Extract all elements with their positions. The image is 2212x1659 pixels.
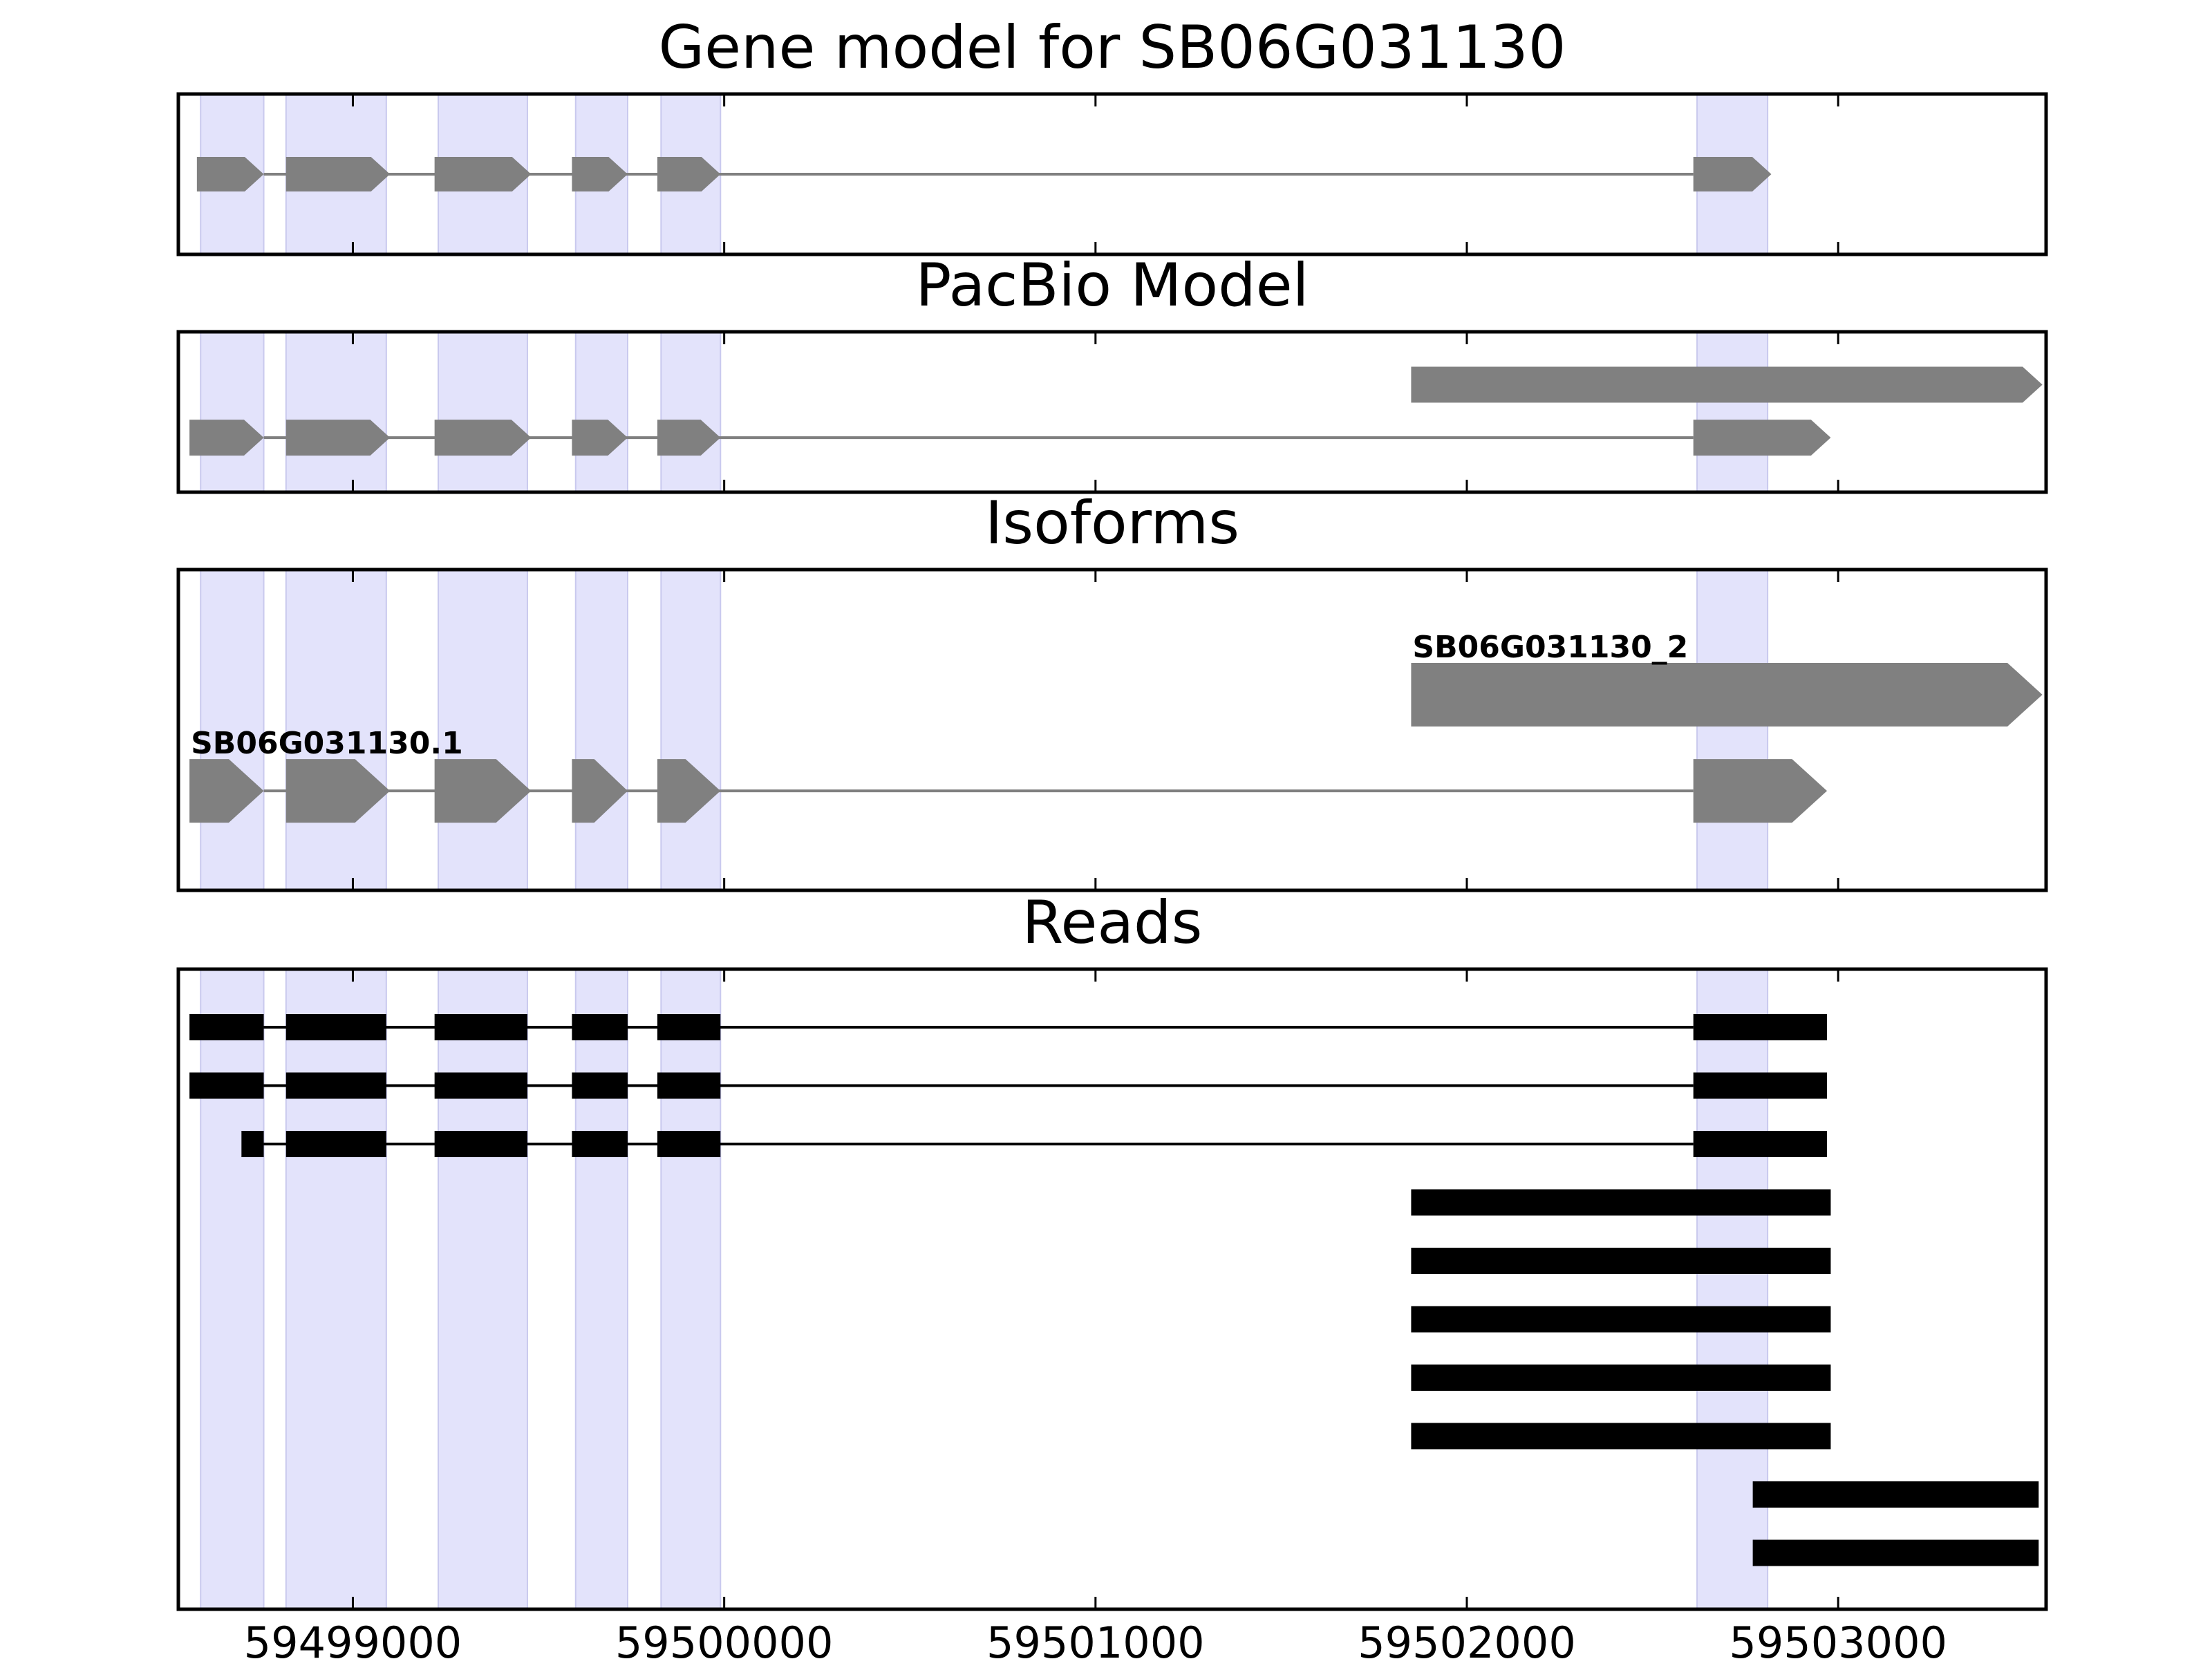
exon-highlight-band (438, 331, 528, 493)
panel-title: PacBio Model (915, 251, 1309, 320)
read-block (434, 1072, 527, 1099)
read-block (241, 1131, 264, 1157)
exon-arrow (434, 420, 532, 456)
exon-arrow (285, 759, 391, 823)
panel-2: Isoforms SB06G031130_2 SB06G031130.1 (176, 489, 2048, 892)
exon-arrow (1693, 759, 1828, 823)
read (1411, 1248, 1831, 1274)
exon-highlight-band (438, 569, 528, 891)
panel-title: Gene model for SB06G031130 (659, 13, 1566, 82)
read-block (572, 1131, 628, 1157)
exon-arrow (1411, 366, 2043, 403)
read-block (657, 1131, 721, 1157)
transcript (189, 420, 1831, 456)
exon-highlight-band (574, 331, 628, 493)
read (1752, 1539, 2039, 1566)
read (1411, 1365, 1831, 1391)
exon-highlight-band (574, 569, 628, 891)
exon-highlight-band (200, 968, 265, 1610)
axes-frame (176, 92, 2048, 256)
exon-arrow (572, 420, 628, 456)
read (1411, 1306, 1831, 1333)
read-block (285, 1014, 386, 1040)
transcript (1411, 366, 2043, 403)
read-block (434, 1131, 527, 1157)
x-tick-label: 59503000 (1729, 1618, 1947, 1659)
exon-highlight-band (200, 569, 265, 891)
exon-highlight-band (285, 968, 387, 1610)
read-block (1693, 1014, 1828, 1040)
exon-arrow (434, 759, 532, 823)
read-block (1693, 1131, 1828, 1157)
read-block (1752, 1539, 2039, 1566)
exon-highlight-band (660, 331, 722, 493)
exon-arrow (1693, 157, 1772, 191)
exon-arrow (572, 157, 628, 191)
read-block (1693, 1072, 1828, 1099)
axes-frame (176, 330, 2048, 494)
isoform-label: SB06G031130_2 (1412, 630, 1688, 665)
read (189, 1072, 1828, 1099)
read-block (189, 1014, 264, 1040)
exon-arrow (657, 759, 721, 823)
read (1411, 1189, 1831, 1216)
panel-title: Reads (1022, 888, 1203, 957)
x-tick-label: 59501000 (986, 1618, 1205, 1659)
exon-arrow (657, 420, 721, 456)
exon-arrow (1411, 662, 2043, 727)
exon-arrow (657, 157, 721, 191)
transcript (196, 157, 1772, 191)
read-block (572, 1072, 628, 1099)
panel-title: Isoforms (985, 489, 1239, 558)
exon-highlight-band (200, 331, 265, 493)
read-block (1411, 1306, 1831, 1333)
x-tick-label: 59500000 (615, 1618, 834, 1659)
read-block (1411, 1189, 1831, 1216)
read-block (657, 1014, 721, 1040)
read (189, 1014, 1828, 1040)
exon-highlight-band (660, 968, 722, 1610)
exon-highlight-band (1696, 569, 1769, 891)
isoform-label: SB06G031130.1 (191, 726, 463, 761)
read-block (434, 1014, 527, 1040)
exon-arrow (189, 759, 264, 823)
read-block (1411, 1248, 1831, 1274)
exon-highlight-band (1696, 331, 1769, 493)
exon-arrow (189, 420, 264, 456)
read-block (285, 1131, 386, 1157)
read (1752, 1481, 2039, 1508)
x-tick-label: 59502000 (1358, 1618, 1576, 1659)
exon-highlight-band (660, 569, 722, 891)
exon-highlight-band (1696, 968, 1769, 1610)
read (241, 1131, 1828, 1157)
panel-0: Gene model for SB06G031130 (176, 13, 2048, 256)
axes-frame (176, 967, 2048, 1611)
read-block (657, 1072, 721, 1099)
exon-arrow (285, 157, 391, 191)
read-block (572, 1014, 628, 1040)
transcript: SB06G031130_2 (1411, 630, 2043, 727)
exon-arrow (572, 759, 628, 823)
exon-arrow (285, 420, 391, 456)
exon-highlight-band (574, 968, 628, 1610)
axes-frame (176, 568, 2048, 892)
exon-highlight-band (285, 569, 387, 891)
read-block (1411, 1365, 1831, 1391)
transcript: SB06G031130.1 (189, 726, 1828, 823)
panel-1: PacBio Model (176, 251, 2048, 494)
read-block (285, 1072, 386, 1099)
exon-arrow (196, 157, 264, 191)
read-block (1752, 1481, 2039, 1508)
read-block (189, 1072, 264, 1099)
exon-arrow (434, 157, 532, 191)
panel-3: Reads (176, 888, 2048, 1611)
read-block (1411, 1423, 1831, 1450)
read (1411, 1423, 1831, 1450)
x-tick-label: 59499000 (244, 1618, 462, 1659)
exon-arrow (1693, 420, 1831, 456)
exon-highlight-band (285, 331, 387, 493)
exon-highlight-band (438, 968, 528, 1610)
